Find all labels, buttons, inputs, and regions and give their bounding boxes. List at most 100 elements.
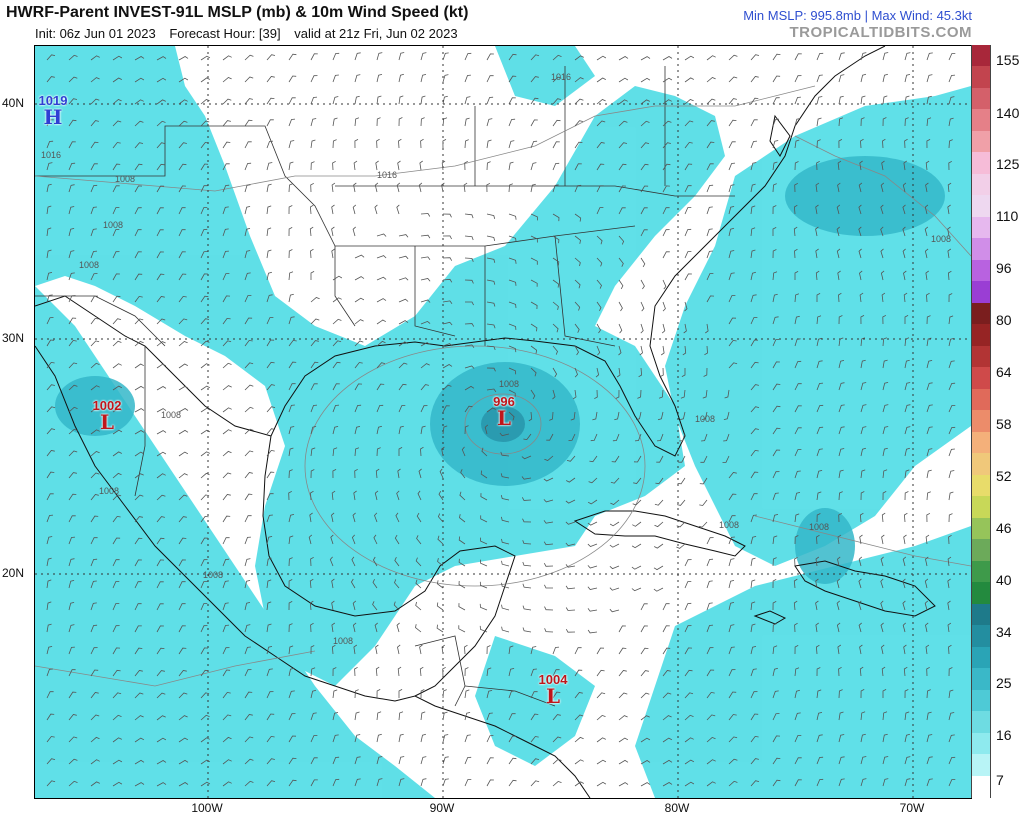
wind-barb <box>398 362 408 369</box>
wind-barb <box>266 713 275 721</box>
wind-barb <box>288 623 293 633</box>
wind-barb <box>750 471 759 479</box>
wind-barb <box>750 205 756 215</box>
wind-barb <box>565 499 576 504</box>
wind-speed-colorbar: 155 140 125 110 96 80 64 58 52 46 40 34 25 16 7 <box>970 45 1024 798</box>
wind-barb <box>706 228 713 237</box>
wind-barb <box>442 711 448 721</box>
weather-map[interactable]: 1016 1016 1016 1008 1008 1008 1008 1008 … <box>34 45 972 799</box>
isobar-label: 1008 <box>103 220 124 230</box>
wind-barb <box>631 587 642 592</box>
wind-barb <box>552 141 560 149</box>
wind-barb <box>288 690 295 699</box>
wind-barb <box>244 493 253 501</box>
wind-barb <box>354 297 365 303</box>
wind-barb <box>926 426 933 435</box>
colorbar-swatch <box>971 302 991 325</box>
wind-barb <box>552 98 562 105</box>
colorbar-label: 80 <box>996 312 1012 329</box>
wind-barb <box>926 756 933 765</box>
wind-barb <box>156 451 167 457</box>
wind-barb <box>640 625 648 633</box>
wind-barb <box>90 55 100 61</box>
wind-barb <box>772 161 778 171</box>
wind-barb <box>609 543 620 548</box>
wind-barb <box>420 138 424 149</box>
wind-barb <box>200 451 210 457</box>
wind-barb <box>288 426 295 435</box>
wind-barb <box>134 142 144 149</box>
wind-barb <box>640 56 651 61</box>
wind-barb <box>464 257 474 262</box>
wind-barb <box>596 163 605 171</box>
wind-barb <box>437 513 444 523</box>
wind-barb <box>200 163 209 171</box>
wind-barb <box>332 426 339 435</box>
wind-barb <box>904 74 911 83</box>
wind-barb <box>528 411 533 422</box>
wind-barb <box>486 345 496 351</box>
wind-barb <box>596 669 605 677</box>
wind-barb <box>794 271 799 280</box>
graticule <box>35 46 971 798</box>
wind-barb <box>860 689 865 699</box>
wind-barb <box>156 273 165 281</box>
wind-barb <box>134 692 144 699</box>
wind-barb <box>309 512 313 523</box>
map-header-subtitle: Init: 06z Jun 01 2023 Forecast Hour: [39… <box>35 26 468 41</box>
wind-barb <box>200 781 211 787</box>
wind-barb <box>948 293 953 303</box>
wind-barb <box>618 692 628 699</box>
wind-barb <box>662 670 671 677</box>
wind-barb <box>374 622 378 633</box>
wind-barb <box>543 477 554 482</box>
wind-barb <box>838 52 845 61</box>
coastlines <box>35 46 936 798</box>
wind-barb <box>794 338 801 347</box>
wind-barb <box>701 411 708 420</box>
wind-barb <box>222 273 230 281</box>
wind-barb <box>376 74 383 83</box>
wind-barb <box>464 425 469 435</box>
wind-barb <box>112 385 123 391</box>
wind-barb <box>860 315 865 325</box>
wind-barb <box>486 75 494 83</box>
wind-barb <box>948 360 955 369</box>
wind-barb <box>244 472 253 479</box>
wind-barb <box>398 447 403 456</box>
wind-barb <box>244 162 252 171</box>
wind-barb <box>904 426 911 435</box>
wind-barb <box>244 406 254 413</box>
wind-barb <box>677 499 686 506</box>
wind-barb <box>178 99 188 105</box>
wind-barb <box>728 580 735 589</box>
wind-barb <box>288 713 296 721</box>
wind-barb <box>522 627 532 633</box>
wind-barb <box>222 163 230 171</box>
wind-barb <box>904 711 910 721</box>
wind-barb <box>948 689 954 699</box>
wind-barb <box>200 318 210 325</box>
wind-barb <box>398 255 409 260</box>
wind-barb <box>398 277 409 281</box>
wind-barb <box>724 389 730 399</box>
wind-barb <box>266 76 275 83</box>
wind-barb <box>156 516 165 523</box>
isobar-label: 1008 <box>499 379 520 389</box>
wind-barb <box>836 248 841 259</box>
wind-barb <box>838 426 845 435</box>
wind-barb <box>574 120 583 127</box>
wind-barb <box>881 644 885 655</box>
wind-barb <box>486 735 494 743</box>
colorbar-label: 34 <box>996 623 1012 640</box>
wind-barb <box>926 337 932 347</box>
wind-barb <box>904 95 910 105</box>
wind-barb <box>374 204 378 215</box>
wind-barb <box>288 514 295 523</box>
lat-label-20n: 20N <box>2 566 25 580</box>
wind-barb <box>112 451 122 457</box>
wind-barb <box>662 142 671 149</box>
wind-barb <box>375 468 380 479</box>
wind-barb <box>706 98 716 105</box>
wind-barb <box>521 476 532 480</box>
